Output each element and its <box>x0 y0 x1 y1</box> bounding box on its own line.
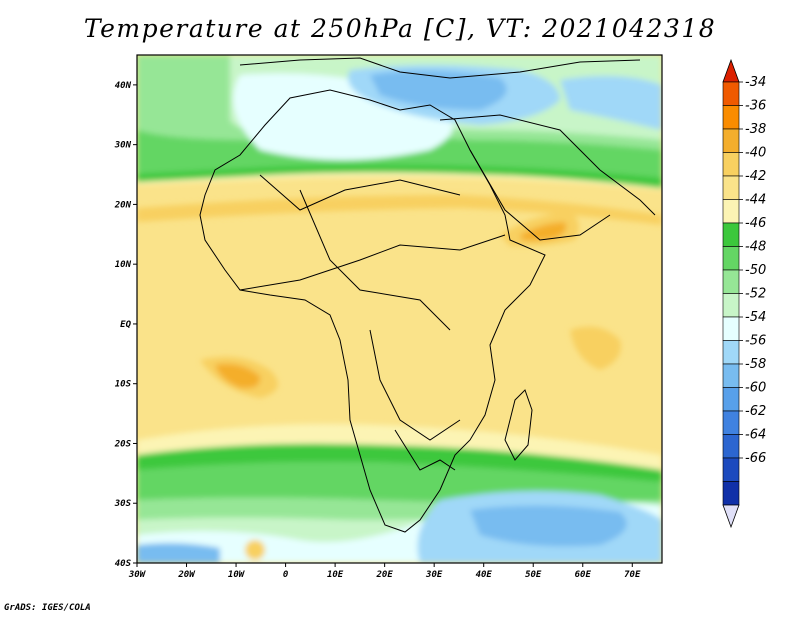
x-tick-label: 30W <box>128 570 147 580</box>
x-tick-label: 20E <box>376 570 394 580</box>
y-tick-label: 20S <box>114 439 132 449</box>
colorbar-swatch <box>722 128 740 153</box>
colorbar-swatch <box>722 152 740 177</box>
grads-credit: GrADS: IGES/COLA <box>4 603 91 613</box>
colorbar-swatch <box>722 434 740 459</box>
colorbar-extend-low <box>722 504 740 529</box>
colorbar-extend-high <box>722 58 740 83</box>
colorbar-label: -42 <box>745 169 766 184</box>
x-tick-label: 70E <box>624 570 641 580</box>
colorbar-swatch <box>722 105 740 130</box>
colorbar-swatch <box>722 199 740 224</box>
y-tick-label: 30N <box>114 141 132 151</box>
colorbar-swatch <box>722 293 740 318</box>
colorbar-swatch <box>722 410 740 435</box>
colorbar-swatch <box>722 340 740 365</box>
colorbar-label: -52 <box>745 287 766 302</box>
colorbar-label: -36 <box>745 99 766 114</box>
map-frame <box>136 54 663 564</box>
colorbar-label: -48 <box>745 240 766 255</box>
colorbar-label: -54 <box>745 310 766 325</box>
colorbar-swatch <box>722 363 740 388</box>
y-tick-label: 40S <box>115 559 132 569</box>
x-tick-label: 20W <box>177 570 196 580</box>
colorbar-label: -46 <box>745 216 766 231</box>
colorbar-swatch <box>722 316 740 341</box>
y-tick-label: 20N <box>114 200 132 210</box>
colorbar-label: -62 <box>745 404 766 419</box>
x-tick-label: 10E <box>327 570 344 580</box>
colorbar-label: -44 <box>745 193 766 208</box>
colorbar-label: -64 <box>745 428 766 443</box>
colorbar-label: -60 <box>745 381 766 396</box>
colorbar-label: -38 <box>745 122 766 137</box>
colorbar-swatch <box>722 457 740 482</box>
y-tick-label: 30S <box>114 499 132 509</box>
colorbar-label: -40 <box>745 146 766 161</box>
x-tick-label: 50E <box>525 570 542 580</box>
y-tick-label: EQ <box>120 320 131 330</box>
colorbar-label: -58 <box>745 357 766 372</box>
colorbar-label: -34 <box>745 75 766 90</box>
colorbar-swatch <box>722 246 740 271</box>
colorbar-swatch <box>722 222 740 247</box>
y-tick-label: 10N <box>115 260 132 270</box>
x-tick-label: 30E <box>425 570 443 580</box>
colorbar-swatch <box>722 269 740 294</box>
y-axis-ticks: 40N 30N 20N 10N EQ 10S 20S 30S 40S <box>114 81 137 569</box>
colorbar-swatch <box>722 481 740 506</box>
x-tick-label: 40E <box>476 570 493 580</box>
x-axis-ticks: 30W 20W 10W 0 10E 20E 30E 40E 50E 60E 70E <box>128 563 641 580</box>
y-tick-label: 10S <box>115 380 132 390</box>
x-tick-label: 60E <box>575 570 592 580</box>
colorbar: -34 -36 -38 -40 -42 -44 -46 -48 -50 -52 -54 -56 -58 -… <box>722 58 766 529</box>
y-tick-label: 40N <box>115 81 132 91</box>
colorbar-swatch <box>722 175 740 200</box>
temperature-field <box>137 55 662 563</box>
colorbar-swatch <box>722 81 740 106</box>
colorbar-label: -56 <box>745 334 766 349</box>
colorbar-label: -50 <box>745 263 766 278</box>
x-tick-label: 10W <box>228 570 246 580</box>
map-title: Temperature at 250hPa [C], VT: 202104231… <box>83 14 717 43</box>
coastlines <box>199 57 656 533</box>
colorbar-label: -66 <box>745 451 766 466</box>
x-tick-label: 0 <box>283 570 289 580</box>
colorbar-swatch <box>722 387 740 412</box>
